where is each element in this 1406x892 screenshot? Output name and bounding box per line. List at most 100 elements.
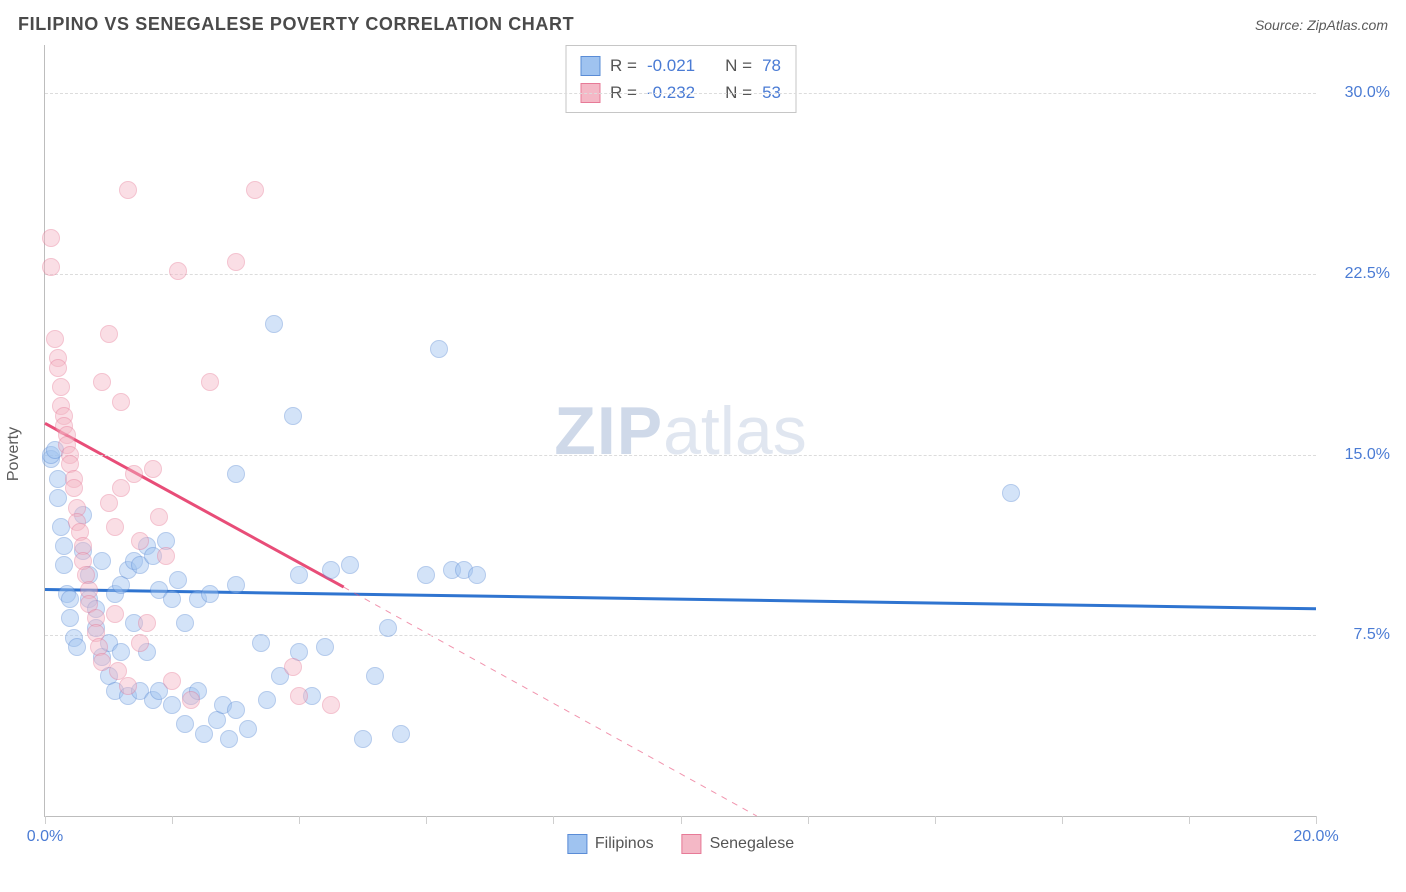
grid-line [45,274,1316,275]
data-point [201,373,219,391]
data-point [239,720,257,738]
series-name: Senegalese [710,835,795,853]
source-attribution: Source: ZipAtlas.com [1255,17,1388,33]
x-tick [172,816,173,824]
data-point [157,547,175,565]
data-point [354,730,372,748]
x-tick [808,816,809,824]
data-point [55,537,73,555]
data-point [125,465,143,483]
y-tick-label: 7.5% [1322,626,1390,644]
data-point [227,253,245,271]
data-point [468,566,486,584]
data-point [195,725,213,743]
series-legend-item: Filipinos [567,834,654,854]
data-point [93,373,111,391]
legend-r-value: -0.021 [647,52,695,79]
legend-n-value: 78 [762,52,781,79]
y-axis-label: Poverty [5,426,23,480]
data-point [290,566,308,584]
data-point [106,605,124,623]
plot-area: ZIPatlas R =-0.021N =78R =-0.232N =53 Fi… [44,45,1316,817]
data-point [176,715,194,733]
x-tick [299,816,300,824]
chart-container: Poverty ZIPatlas R =-0.021N =78R =-0.232… [44,45,1396,862]
data-point [61,590,79,608]
x-tick [553,816,554,824]
data-point [265,315,283,333]
data-point [138,614,156,632]
data-point [144,460,162,478]
legend-row: R = -0.021 N = 78 [580,52,781,79]
data-point [119,181,137,199]
legend-r-label: R = [610,52,637,79]
grid-line [45,635,1316,636]
data-point [417,566,435,584]
y-tick-label: 15.0% [1322,446,1390,464]
data-point [112,643,130,661]
data-point [163,672,181,690]
data-point [46,330,64,348]
data-point [227,701,245,719]
data-point [150,508,168,526]
grid-line [45,455,1316,456]
data-point [284,658,302,676]
data-point [201,585,219,603]
series-legend-item: Senegalese [682,834,795,854]
data-point [42,229,60,247]
x-tick [1316,816,1317,824]
data-point [220,730,238,748]
data-point [93,552,111,570]
data-point [169,571,187,589]
correlation-legend: R =-0.021N =78R =-0.232N =53 [565,45,796,113]
chart-title: FILIPINO VS SENEGALESE POVERTY CORRELATI… [18,14,574,35]
data-point [100,494,118,512]
data-point [119,677,137,695]
data-point [182,691,200,709]
x-tick [426,816,427,824]
data-point [1002,484,1020,502]
data-point [284,407,302,425]
x-tick-label: 20.0% [1293,828,1338,846]
x-tick-label: 0.0% [27,828,63,846]
y-tick-label: 22.5% [1322,265,1390,283]
data-point [65,479,83,497]
data-point [42,258,60,276]
data-point [316,638,334,656]
grid-line [45,93,1316,94]
legend-swatch [580,56,600,76]
data-point [366,667,384,685]
data-point [176,614,194,632]
x-tick [1189,816,1190,824]
data-point [55,556,73,574]
data-point [163,696,181,714]
data-point [379,619,397,637]
data-point [258,691,276,709]
data-point [131,532,149,550]
data-point [252,634,270,652]
data-point [341,556,359,574]
data-point [131,634,149,652]
legend-n-label: N = [725,52,752,79]
data-point [49,359,67,377]
data-point [112,393,130,411]
data-point [68,638,86,656]
y-tick-label: 30.0% [1322,84,1390,102]
data-point [227,465,245,483]
data-point [100,325,118,343]
x-tick [935,816,936,824]
series-name: Filipinos [595,835,654,853]
legend-swatch [682,834,702,854]
data-point [227,576,245,594]
data-point [290,687,308,705]
data-point [106,518,124,536]
data-point [392,725,410,743]
data-point [322,561,340,579]
legend-swatch [567,834,587,854]
data-point [322,696,340,714]
trend-line-extrapolation [344,587,757,816]
series-legend: Filipinos Senegalese [567,834,794,854]
x-tick [45,816,46,824]
data-point [169,262,187,280]
data-point [246,181,264,199]
